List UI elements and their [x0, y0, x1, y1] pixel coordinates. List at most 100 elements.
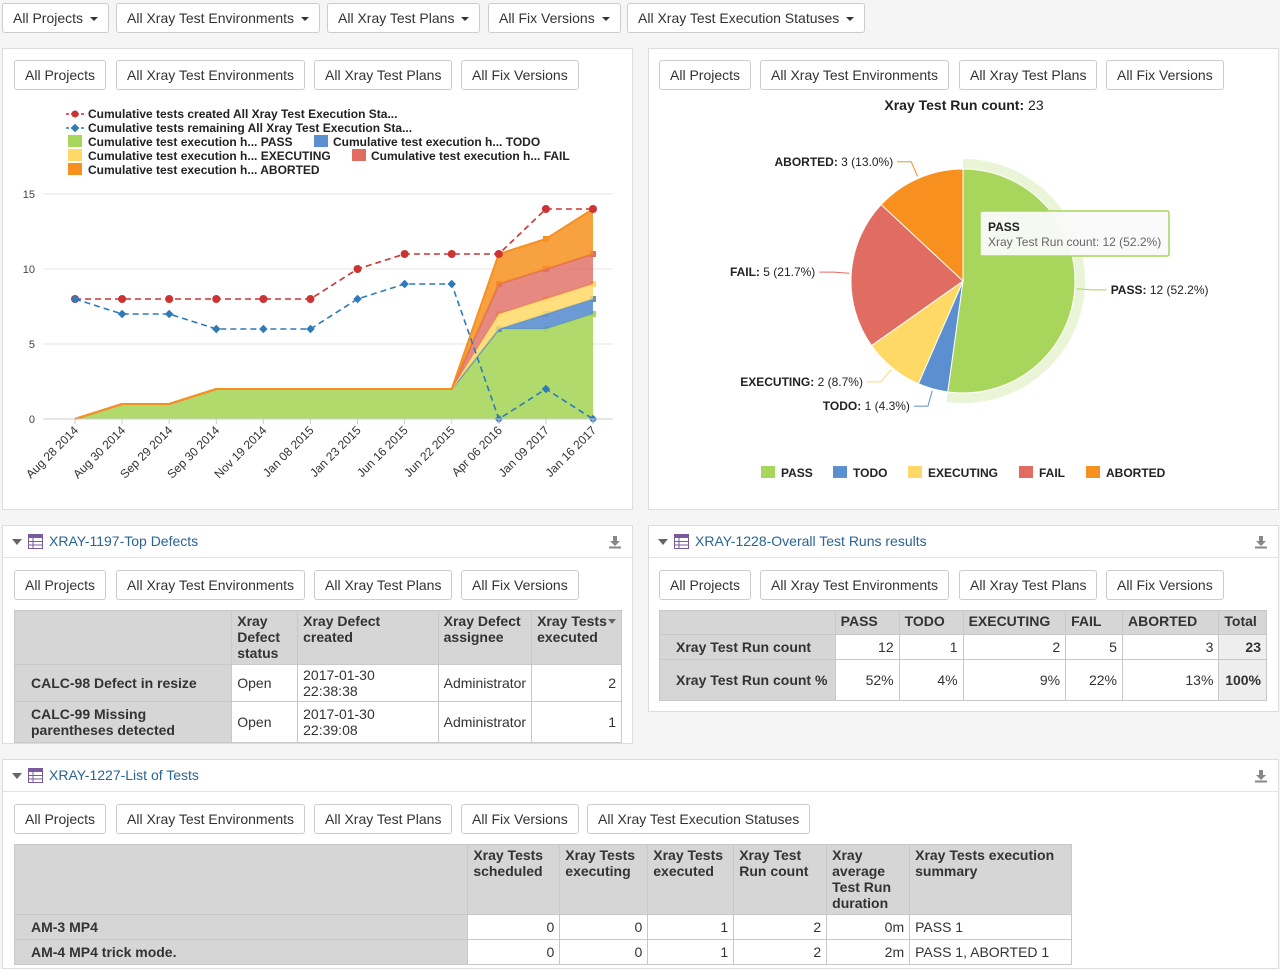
- panel-filter-environments[interactable]: All Xray Test Environments: [760, 60, 950, 90]
- column-header[interactable]: Xray Defect assignee: [437, 610, 533, 665]
- panel-filter-projects[interactable]: All Projects: [14, 570, 107, 600]
- legend-executing[interactable]: Cumulative test execution h... EXECUTING: [88, 149, 331, 163]
- filter-execution-statuses[interactable]: All Xray Test Execution Statuses: [627, 3, 866, 33]
- column-header[interactable]: FAIL: [1065, 610, 1123, 635]
- download-icon[interactable]: [608, 535, 622, 549]
- remaining-point: [259, 324, 268, 334]
- panel-filter-versions[interactable]: All Fix Versions: [461, 804, 579, 834]
- collapse-toggle-icon[interactable]: [658, 539, 668, 545]
- panel-filter-projects[interactable]: All Projects: [14, 804, 107, 834]
- overall-runs-table: PASS TODO EXECUTING FAIL ABORTED Total X…: [659, 610, 1267, 701]
- column-header-sorted[interactable]: Xray Tests executed: [531, 610, 622, 665]
- table-corner: [659, 610, 836, 635]
- chart-legend: Cumulative tests created All Xray Test E…: [66, 107, 570, 177]
- pie-data-label: EXECUTING: 2 (8.7%): [740, 375, 863, 389]
- row-header[interactable]: AM-3 MP4: [13, 914, 469, 940]
- column-header[interactable]: EXECUTING: [962, 610, 1067, 635]
- column-header[interactable]: Xray Tests scheduled: [467, 844, 561, 915]
- created-point: [447, 250, 456, 258]
- panel-title-link[interactable]: XRAY-1197-Top Defects: [49, 533, 199, 549]
- column-header[interactable]: Xray Defect status: [231, 610, 299, 665]
- collapse-toggle-icon[interactable]: [12, 773, 22, 779]
- row-header[interactable]: Xray Test Run count: [659, 634, 836, 660]
- panel-filter-versions[interactable]: All Fix Versions: [1106, 60, 1224, 90]
- panel-filter-versions[interactable]: All Fix Versions: [461, 570, 579, 600]
- row-header[interactable]: CALC-99 Missing parentheses detected: [13, 701, 233, 743]
- column-header[interactable]: Xray average Test Run duration: [826, 844, 911, 915]
- column-header[interactable]: PASS: [834, 610, 900, 635]
- legend-todo[interactable]: Cumulative test execution h... TODO: [333, 135, 540, 149]
- pie-legend-item[interactable]: TODO: [853, 466, 887, 480]
- y-tick-label: 15: [23, 189, 35, 201]
- legend-swatch-executing: [68, 149, 82, 161]
- download-icon[interactable]: [1254, 535, 1268, 549]
- column-header[interactable]: Xray Tests executing: [559, 844, 649, 915]
- pie-legend-item[interactable]: EXECUTING: [928, 466, 998, 480]
- pie-legend-item[interactable]: PASS: [781, 466, 813, 480]
- pie-chart: Xray Test Run count: 23 PASS: 12 (52.2%)…: [730, 97, 1209, 480]
- panel-header: XRAY-1227-List of Tests: [3, 760, 1278, 792]
- y-tick-label: 0: [29, 414, 35, 426]
- panel-filter-plans[interactable]: All Xray Test Plans: [959, 60, 1098, 90]
- panel-filter-statuses[interactable]: All Xray Test Execution Statuses: [587, 804, 811, 834]
- panel-filter-environments[interactable]: All Xray Test Environments: [116, 60, 306, 90]
- panel-filter-plans[interactable]: All Xray Test Plans: [314, 570, 453, 600]
- column-header[interactable]: Xray Tests executed: [647, 844, 735, 915]
- panel-title-link[interactable]: XRAY-1228-Overall Test Runs results: [695, 533, 927, 549]
- pie-connector: [897, 161, 919, 177]
- panel-title-link[interactable]: XRAY-1227-List of Tests: [49, 767, 199, 783]
- chevron-down-icon: [461, 17, 470, 22]
- pie-legend-item[interactable]: FAIL: [1039, 466, 1065, 480]
- panel-filter-plans[interactable]: All Xray Test Plans: [314, 804, 453, 834]
- pie-legend-swatch: [1019, 466, 1033, 478]
- panel-filter-plans[interactable]: All Xray Test Plans: [314, 60, 453, 90]
- panel-filter-projects[interactable]: All Projects: [659, 60, 752, 90]
- column-header[interactable]: TODO: [898, 610, 964, 635]
- download-icon[interactable]: [1254, 769, 1268, 783]
- created-point: [212, 295, 221, 303]
- panel-filter-projects[interactable]: All Projects: [659, 570, 752, 600]
- legend-fail[interactable]: Cumulative test execution h... FAIL: [371, 149, 570, 163]
- panel-filter-versions[interactable]: All Fix Versions: [461, 60, 579, 90]
- cell: 2017-01-30 22:38:38: [297, 664, 439, 702]
- filter-all-projects[interactable]: All Projects: [2, 3, 110, 33]
- legend-swatch-todo: [314, 135, 328, 147]
- row-header[interactable]: CALC-98 Defect in resize: [13, 664, 233, 702]
- legend-created[interactable]: Cumulative tests created All Xray Test E…: [88, 107, 397, 121]
- series-line-remaining: [74, 283, 594, 421]
- sort-desc-icon[interactable]: [608, 619, 616, 624]
- legend-pass[interactable]: Cumulative test execution h... PASS: [88, 135, 293, 149]
- created-point: [353, 265, 362, 273]
- y-tick-label: 10: [23, 264, 35, 276]
- column-header[interactable]: Xray Test Run count: [733, 844, 828, 915]
- column-header[interactable]: Total: [1218, 610, 1267, 635]
- collapse-toggle-icon[interactable]: [12, 539, 22, 545]
- row-header[interactable]: Xray Test Run count %: [659, 659, 836, 701]
- cell: 3: [1121, 634, 1220, 660]
- pie-legend-item[interactable]: ABORTED: [1106, 466, 1166, 480]
- panel-filter-environments[interactable]: All Xray Test Environments: [760, 570, 950, 600]
- pie-connector: [1076, 288, 1107, 291]
- filter-fix-versions[interactable]: All Fix Versions: [488, 3, 621, 33]
- pie-data-label: ABORTED: 3 (13.0%): [775, 155, 894, 169]
- legend-aborted[interactable]: Cumulative test execution h... ABORTED: [88, 163, 320, 177]
- filter-label: All Projects: [13, 10, 84, 26]
- cumulative-chart: Cumulative tests created All Xray Test E…: [23, 107, 613, 481]
- column-header[interactable]: Xray Tests execution summary: [909, 844, 1072, 915]
- legend-remaining[interactable]: Cumulative tests remaining All Xray Test…: [88, 121, 412, 135]
- filter-test-plans[interactable]: All Xray Test Plans: [327, 3, 481, 33]
- row-header[interactable]: AM-4 MP4 trick mode.: [13, 939, 469, 965]
- panel-filter-environments[interactable]: All Xray Test Environments: [116, 804, 306, 834]
- cell: 1: [647, 939, 735, 965]
- panel-filter-environments[interactable]: All Xray Test Environments: [116, 570, 306, 600]
- panel-filter-projects[interactable]: All Projects: [14, 60, 107, 90]
- filter-label: All Xray Test Plans: [338, 10, 455, 26]
- column-header[interactable]: Xray Defect created: [297, 610, 439, 665]
- filter-test-environments[interactable]: All Xray Test Environments: [116, 3, 321, 33]
- created-point: [494, 250, 503, 258]
- panel-filter-versions[interactable]: All Fix Versions: [1106, 570, 1224, 600]
- panel-filter-plans[interactable]: All Xray Test Plans: [959, 570, 1098, 600]
- column-header[interactable]: ABORTED: [1121, 610, 1220, 635]
- remaining-point: [164, 309, 174, 319]
- pie-data-label: PASS: 12 (52.2%): [1111, 283, 1209, 297]
